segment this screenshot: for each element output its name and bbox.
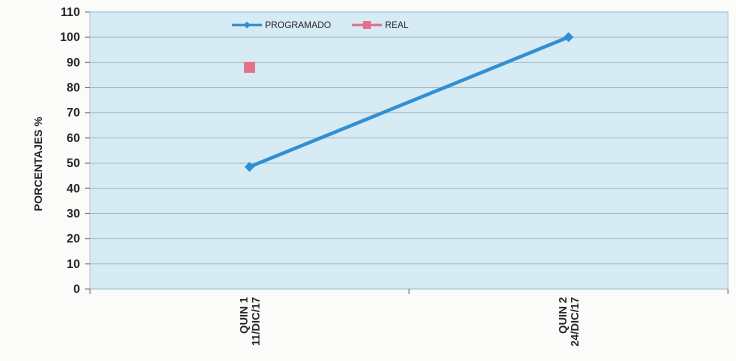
x-tick-label-line: QUIN 1 <box>239 297 251 334</box>
y-tick-label: 90 <box>67 55 81 69</box>
series-layer <box>244 32 574 172</box>
y-tick-label: 80 <box>67 81 81 95</box>
x-tick-label: QUIN 1 11/DIC/17 <box>239 297 263 346</box>
x-tick-label-line: 24/DIC/17 <box>570 297 582 347</box>
gridlines <box>90 11 728 290</box>
y-tick-label: 70 <box>67 106 81 120</box>
y-tick-label: 0 <box>73 282 80 296</box>
legend-marker <box>243 21 251 29</box>
legend-label: REAL <box>385 20 409 30</box>
y-tick-label: 60 <box>67 131 81 145</box>
x-tick-label: QUIN 2 24/DIC/17 <box>558 297 582 347</box>
data-point-real <box>244 61 255 73</box>
x-tick-label-line: 11/DIC/17 <box>251 297 263 346</box>
y-tick-label: 10 <box>67 257 81 271</box>
x-axis-categories: QUIN 1 11/DIC/17 QUIN 2 24/DIC/17 <box>89 289 729 347</box>
y-tick-label: 110 <box>61 5 81 19</box>
legend-label: PROGRAMADO <box>265 20 331 30</box>
y-tick-label: 40 <box>67 181 81 195</box>
y-tick-label: 100 <box>60 30 80 44</box>
y-tick-label: 20 <box>67 232 81 246</box>
legend: PROGRAMADO REAL <box>232 20 409 30</box>
y-axis-ticks: 0 10 20 30 40 50 60 70 80 90 100 110 <box>60 5 90 296</box>
y-axis-label: PORCENTAJES % <box>33 117 45 212</box>
series-line-programado <box>248 35 570 169</box>
data-point-programado <box>563 32 574 43</box>
legend-marker <box>363 21 371 29</box>
y-tick-label: 50 <box>67 156 81 170</box>
data-point-programado <box>244 161 255 172</box>
plot-area <box>89 11 729 290</box>
y-tick-label: 30 <box>67 206 81 220</box>
x-tick-label-line: QUIN 2 <box>558 297 570 334</box>
